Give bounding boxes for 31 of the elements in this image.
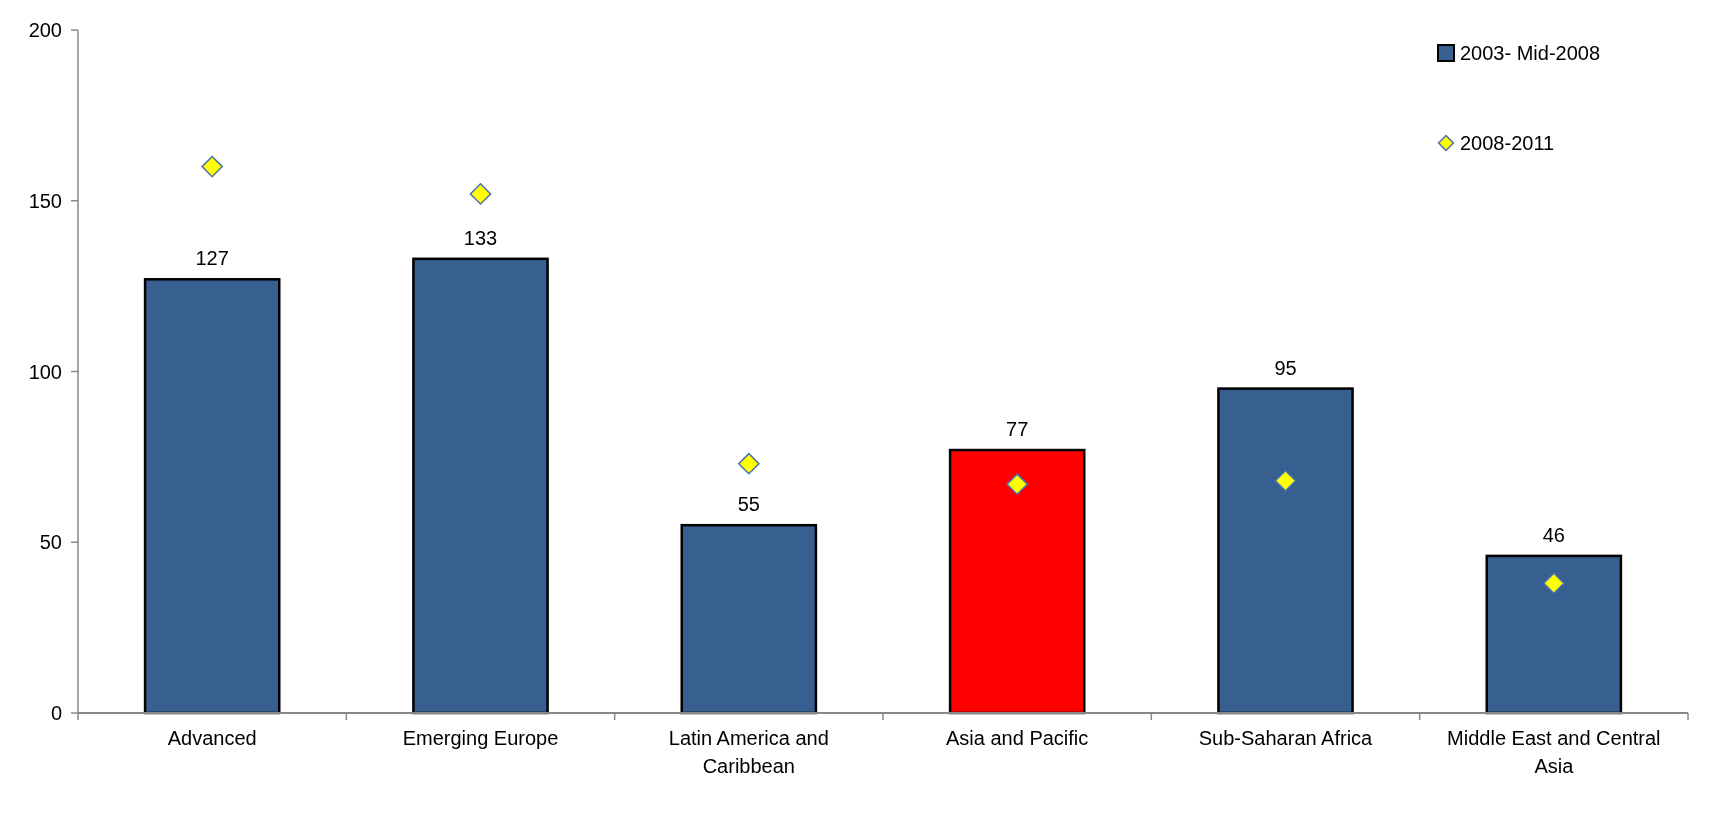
point <box>1006 473 1029 496</box>
data-label: 133 <box>463 226 498 249</box>
point <box>737 452 760 475</box>
data-label: 127 <box>195 247 229 270</box>
point <box>1542 572 1565 595</box>
y-tick-label: 100 <box>28 360 62 383</box>
point <box>469 183 492 205</box>
data-label: 55 <box>737 493 760 516</box>
legend-label: 2008-2011 <box>1460 132 1555 154</box>
data-label: 77 <box>1006 418 1029 441</box>
x-tick-label: Asia and Pacific <box>946 727 1089 749</box>
bar <box>680 523 818 715</box>
bar <box>948 448 1086 715</box>
bar <box>1485 554 1623 715</box>
x-tick-label: Advanced <box>167 727 257 749</box>
y-tick-label: 50 <box>39 531 62 554</box>
x-tick-label: Sub-Saharan Africa <box>1198 727 1374 749</box>
data-label: 46 <box>1542 523 1565 546</box>
y-tick-label: 200 <box>28 19 62 41</box>
point <box>201 155 224 178</box>
point <box>1274 469 1297 492</box>
bar <box>143 278 281 715</box>
bar <box>412 257 549 715</box>
bar <box>1217 387 1354 715</box>
legend-label: 2003- Mid-2008 <box>1460 42 1601 64</box>
x-tick-label: Middle East and Central Asia <box>1447 727 1661 777</box>
y-tick-label: 150 <box>28 189 62 212</box>
data-label: 95 <box>1274 356 1297 379</box>
x-tick-label: Latin America and Caribbean <box>668 727 829 777</box>
x-tick-label: Emerging Europe <box>402 727 559 749</box>
y-tick-label: 0 <box>50 702 62 724</box>
